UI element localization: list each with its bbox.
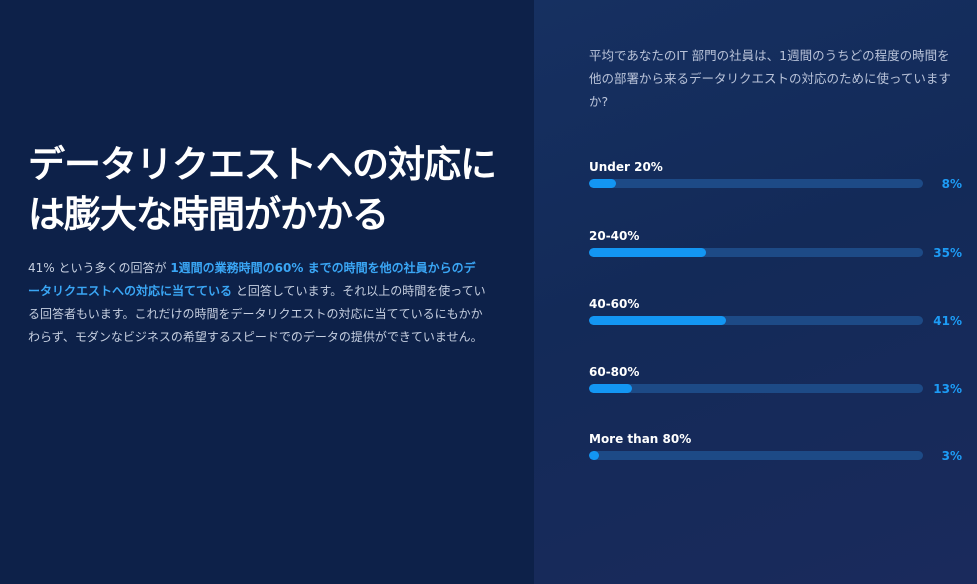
bar-value-label: 8% xyxy=(941,177,962,191)
bar-fill xyxy=(589,316,726,325)
bar-label: More than 80% xyxy=(589,432,692,446)
bar-row: More than 80% 3% xyxy=(589,432,969,468)
bar-track xyxy=(589,179,923,188)
bar-label: 60-80% xyxy=(589,365,640,379)
body-paragraph: 41% という多くの回答が 1週間の業務時間の60% までの時間を他の社員からの… xyxy=(28,257,486,349)
bar-fill xyxy=(589,384,633,393)
bar-fill xyxy=(589,248,706,257)
body-highlight: 1週間の業務時間の60% までの時間を他の社員からのデータリクエストへの対応に当… xyxy=(28,261,476,298)
page-title-line-2: は膨大な時間がかかる xyxy=(28,193,389,236)
page-title: データリクエストへの対応に は膨大な時間がかかる xyxy=(28,140,518,240)
bar-fill xyxy=(589,179,616,188)
bar-row: Under 20% 8% xyxy=(589,160,969,196)
left-panel: データリクエストへの対応に は膨大な時間がかかる 41% という多くの回答が 1週… xyxy=(28,140,518,349)
bar-row: 60-80% 13% xyxy=(589,365,969,401)
bar-value-label: 41% xyxy=(933,314,962,328)
bar-track xyxy=(589,316,923,325)
bar-label: 40-60% xyxy=(589,297,640,311)
body-text-part-2: と回答しています。それ以上の時間を使っている回答者もいます。これだけの時間をデー… xyxy=(28,284,486,344)
bar-label: 20-40% xyxy=(589,229,640,243)
chart-panel xyxy=(534,0,977,584)
bar-track xyxy=(589,384,923,393)
bar-label: Under 20% xyxy=(589,160,663,174)
survey-question: 平均であなたのIT 部門の社員は、1週間のうちどの程度の時間を他の部署から来るデ… xyxy=(589,48,951,109)
bar-value-label: 35% xyxy=(933,246,962,260)
bar-track xyxy=(589,248,923,257)
body-text-part-1: 41% という多くの回答が xyxy=(28,261,171,275)
bar-row: 40-60% 41% xyxy=(589,297,969,333)
page-title-line-1: データリクエストへの対応に xyxy=(28,143,497,186)
bar-track xyxy=(589,451,923,460)
bar-fill xyxy=(589,451,600,460)
bar-value-label: 13% xyxy=(933,382,962,396)
bar-value-label: 3% xyxy=(941,449,962,463)
bar-chart: Under 20% 8% 20-40% 35% 40-60% 41% 60-80% 13% Mo… xyxy=(589,0,969,584)
bar-row: 20-40% 35% xyxy=(589,229,969,265)
